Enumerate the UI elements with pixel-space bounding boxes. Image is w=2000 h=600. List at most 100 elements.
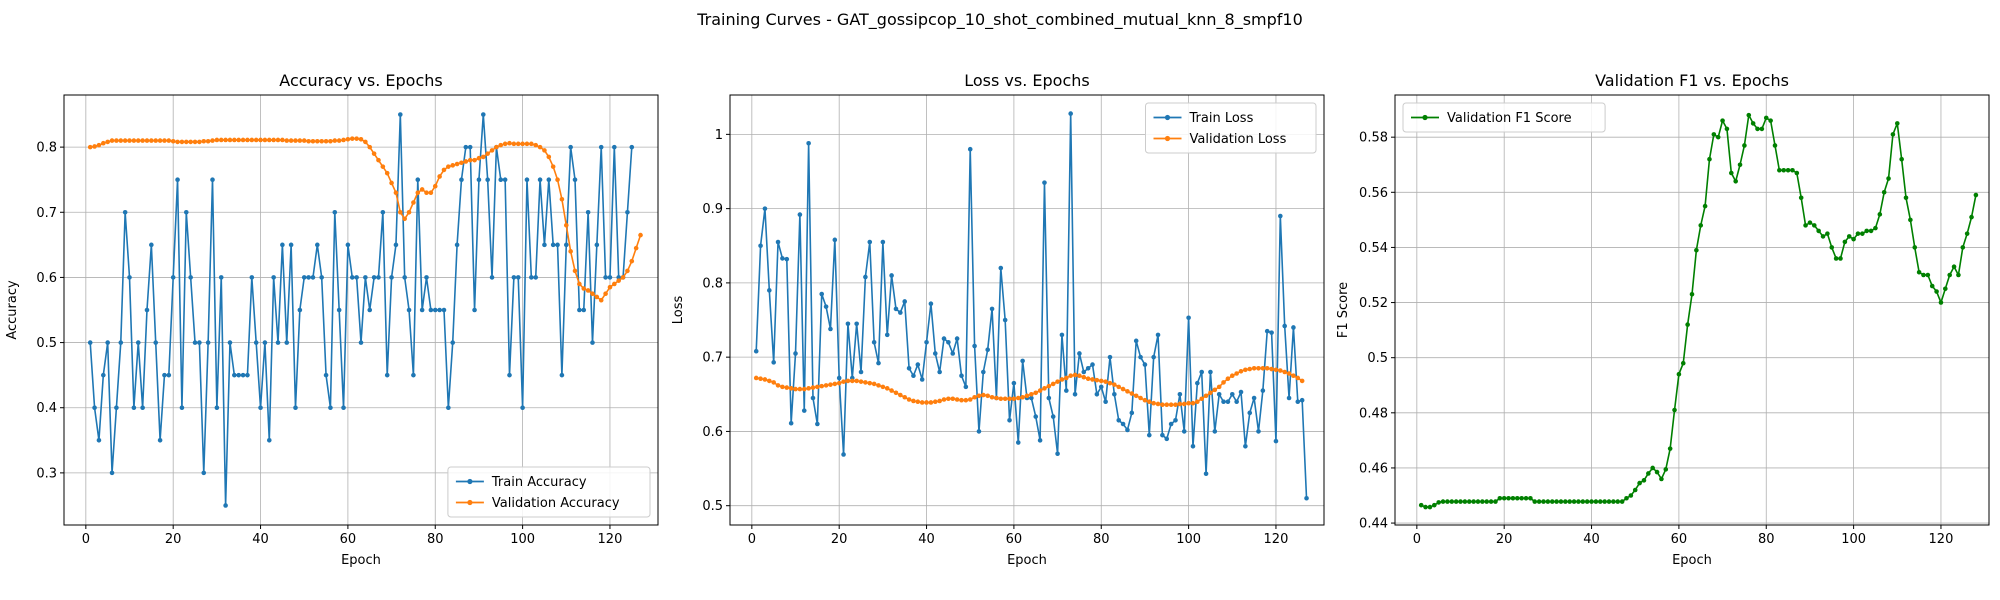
data-point — [793, 351, 798, 356]
data-point — [867, 239, 873, 245]
data-point — [1484, 499, 1490, 504]
data-point — [1794, 170, 1800, 176]
data-point — [1264, 328, 1270, 334]
data-point — [437, 174, 442, 179]
data-point — [1138, 354, 1143, 360]
data-point — [771, 380, 776, 385]
data-point — [612, 144, 617, 150]
data-point — [1229, 373, 1235, 379]
x-tick-label: 100 — [1176, 532, 1201, 547]
data-point — [1055, 379, 1060, 384]
data-point — [1729, 170, 1734, 176]
data-point — [432, 183, 438, 189]
data-point — [1164, 436, 1170, 442]
data-point — [92, 405, 97, 411]
data-point — [1050, 381, 1056, 387]
series-line — [755, 112, 1308, 499]
data-point — [1251, 395, 1257, 401]
data-point — [784, 256, 790, 262]
data-point — [542, 242, 547, 248]
data-point — [1116, 384, 1122, 390]
x-tick-label: 80 — [1093, 532, 1110, 547]
data-point — [788, 420, 794, 426]
data-point — [1160, 402, 1165, 407]
data-point — [629, 258, 635, 264]
data-point — [1549, 499, 1555, 504]
data-point — [1151, 400, 1156, 406]
data-point — [806, 140, 811, 146]
data-point — [1567, 499, 1573, 504]
data-point — [376, 275, 381, 280]
data-point — [1064, 388, 1069, 393]
x-tick-label: 120 — [1264, 532, 1289, 547]
data-point — [1286, 395, 1292, 401]
data-point — [520, 141, 525, 147]
data-point — [836, 375, 842, 381]
data-point — [919, 377, 925, 382]
data-point — [563, 223, 569, 228]
data-point — [1090, 362, 1095, 367]
data-point — [502, 177, 508, 182]
data-point — [1229, 391, 1235, 397]
data-point — [836, 380, 842, 386]
data-point — [884, 386, 890, 391]
data-point — [867, 380, 873, 386]
data-point — [594, 242, 600, 248]
data-point — [625, 209, 630, 215]
data-point — [1772, 143, 1778, 148]
data-point — [166, 372, 172, 378]
data-point — [585, 209, 591, 215]
data-point — [201, 470, 207, 476]
data-point — [1584, 499, 1590, 504]
data-point — [1842, 239, 1848, 245]
data-point — [1243, 367, 1248, 373]
data-point — [1256, 366, 1261, 371]
data-point — [1659, 476, 1664, 482]
data-point — [1851, 236, 1856, 242]
data-point — [902, 299, 908, 304]
data-point — [1216, 384, 1222, 390]
data-point — [520, 405, 525, 411]
data-point — [1011, 396, 1017, 402]
data-point — [197, 139, 202, 145]
data-point — [1973, 192, 1979, 198]
data-point — [131, 405, 137, 411]
legend-marker — [1422, 114, 1428, 121]
data-point — [1007, 417, 1012, 423]
data-point — [1120, 421, 1126, 427]
data-point — [406, 307, 412, 313]
data-point — [946, 396, 951, 402]
data-point — [1299, 397, 1305, 403]
data-point — [780, 256, 785, 261]
data-point — [1260, 366, 1266, 371]
data-point — [989, 306, 995, 312]
data-point — [393, 190, 399, 196]
data-point — [393, 242, 399, 248]
data-point — [1418, 502, 1424, 508]
data-point — [1571, 499, 1577, 504]
data-point — [205, 138, 211, 144]
data-point — [1068, 111, 1073, 116]
data-point — [823, 383, 829, 388]
data-point — [367, 144, 373, 150]
legend: Train Accuracy Validation Accuracy — [447, 466, 651, 518]
data-point — [767, 288, 772, 293]
data-point — [784, 385, 790, 390]
data-point — [1654, 469, 1660, 475]
data-point — [485, 151, 490, 156]
data-point — [188, 139, 193, 145]
data-point — [1440, 499, 1446, 504]
data-point — [1432, 502, 1437, 508]
data-point — [1528, 495, 1533, 501]
data-point — [1493, 499, 1498, 504]
data-point — [183, 209, 189, 215]
data-point — [941, 397, 947, 402]
data-point — [1002, 317, 1008, 323]
data-point — [898, 392, 903, 398]
data-point — [271, 137, 276, 143]
data-point — [446, 164, 451, 169]
data-point — [871, 340, 877, 345]
data-point — [638, 232, 643, 238]
data-point — [1628, 493, 1634, 498]
x-tick-label: 40 — [1583, 532, 1600, 547]
